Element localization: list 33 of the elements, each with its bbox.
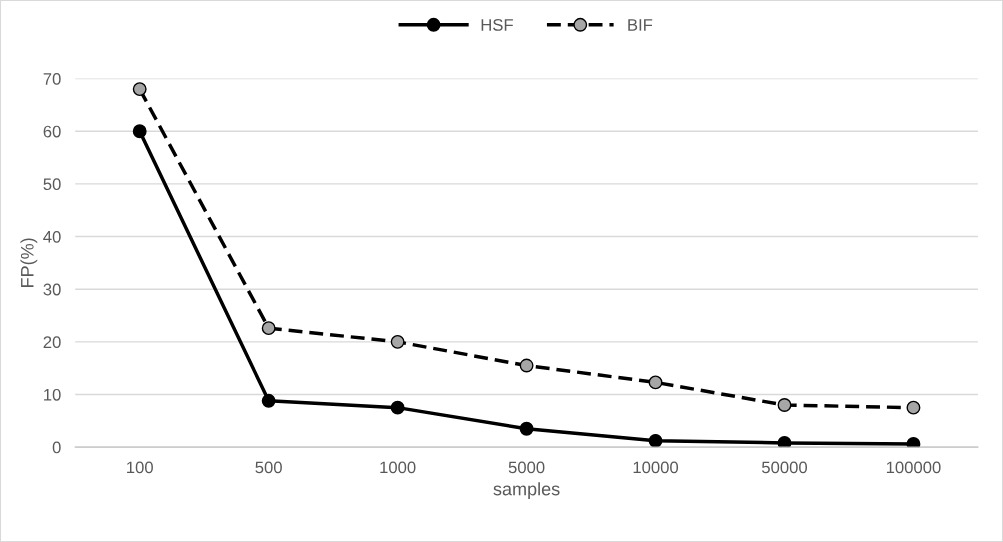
x-axis-title: samples (493, 482, 560, 499)
x-tick-label: 5000 (508, 461, 545, 474)
point (648, 375, 663, 390)
x-tick-label: 100 (127, 461, 153, 474)
y-tick-label: 60 (43, 125, 61, 138)
point (390, 334, 405, 349)
point (261, 393, 276, 408)
y-tick-label: 70 (43, 72, 61, 85)
point (777, 435, 792, 448)
point (519, 358, 534, 373)
x-tick-label: 10000 (633, 461, 679, 474)
legend-label: BIF (628, 19, 653, 31)
point (390, 400, 405, 415)
point (906, 400, 921, 415)
y-tick-label: 0 (52, 441, 61, 454)
x-tick-label: 50000 (761, 461, 808, 474)
x-tick-label: 100000 (886, 461, 941, 474)
x-tick-label: 1000 (380, 461, 416, 474)
y-tick-label: 30 (43, 283, 61, 296)
y-tick-label: 20 (43, 336, 61, 349)
y-axis-title: FP(%) (20, 238, 38, 287)
y-tick-label: 10 (44, 388, 61, 401)
point (648, 433, 663, 448)
point (519, 421, 534, 436)
y-tick-label: 50 (43, 178, 61, 191)
x-tick-label: 500 (255, 461, 282, 474)
y-tick-label: 40 (43, 230, 61, 243)
point (261, 321, 276, 336)
point (906, 437, 921, 448)
point (132, 124, 147, 139)
legend-label: HSF (481, 19, 513, 31)
point (777, 398, 792, 412)
point (132, 82, 147, 97)
